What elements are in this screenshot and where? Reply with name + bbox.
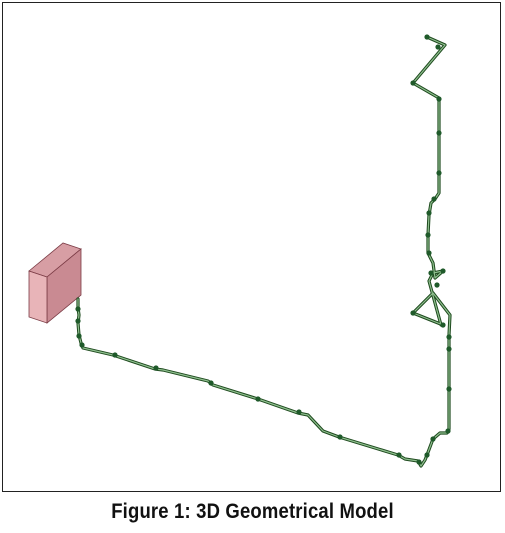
pipe-node: [431, 196, 436, 201]
pipe-node: [436, 96, 441, 101]
pipe-node: [410, 310, 415, 315]
figure-caption: Figure 1: 3D Geometrical Model: [30, 500, 474, 524]
pipe-node: [296, 409, 301, 414]
pipe-node: [255, 396, 260, 401]
pipe-node: [425, 232, 430, 237]
pipe-node: [436, 130, 441, 135]
pipe-node: [79, 342, 84, 347]
model-canvas: [3, 3, 500, 491]
pipe-node: [426, 210, 431, 215]
pipe-node: [416, 459, 421, 464]
pipe-node: [446, 334, 451, 339]
pipe-node: [75, 318, 80, 323]
pipe-node: [337, 434, 342, 439]
pipe-node: [426, 250, 431, 255]
pipe-node: [76, 333, 81, 338]
pipe-node: [208, 380, 213, 385]
pipe-node: [153, 365, 158, 370]
pipe-node: [440, 322, 445, 327]
pipe-node: [434, 282, 439, 287]
equipment-box: [29, 243, 81, 323]
pipe-node: [446, 346, 451, 351]
pipe-node: [430, 436, 435, 441]
equipment-box-front: [29, 271, 47, 323]
pipe-node: [436, 170, 441, 175]
pipe-node: [428, 270, 433, 275]
pipe-node: [445, 428, 450, 433]
pipe-node: [410, 80, 415, 85]
figure-frame: [2, 2, 501, 492]
pipe-node: [440, 268, 445, 273]
pipe-node: [75, 306, 80, 311]
pipe-node: [112, 352, 117, 357]
pipe-node: [424, 452, 429, 457]
pipe-route: [78, 37, 450, 466]
pipe-node: [446, 386, 451, 391]
pipe-node: [424, 34, 429, 39]
pipe-node: [396, 452, 401, 457]
pipe-node: [435, 44, 440, 49]
pipe-inner: [78, 37, 450, 466]
